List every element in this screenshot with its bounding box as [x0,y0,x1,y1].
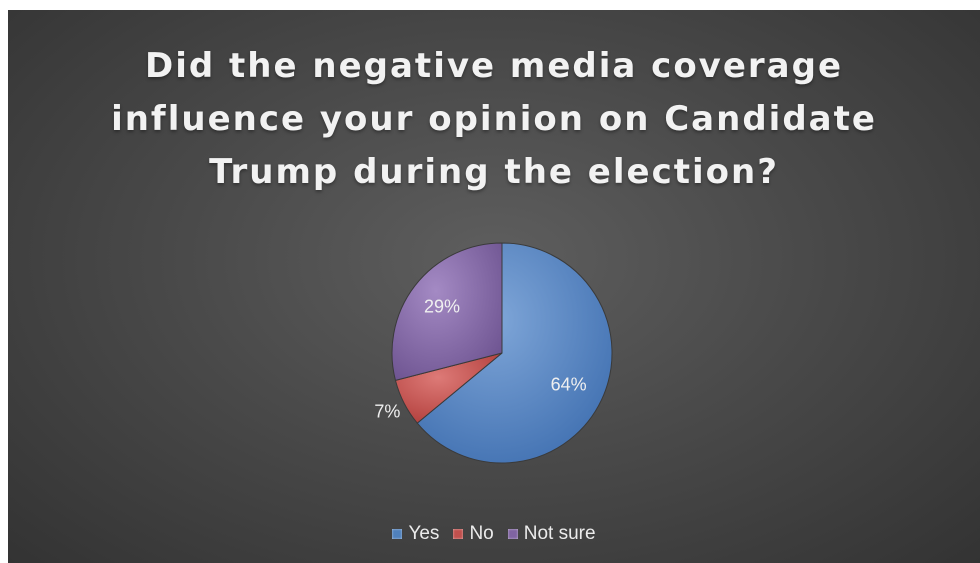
data-label-not-sure: 29% [424,296,460,316]
legend-item-yes[interactable]: Yes [392,523,439,545]
legend-item-not-sure[interactable]: Not sure [507,523,596,545]
legend-label-not-sure: Not sure [523,523,596,544]
legend-swatch-yes [392,529,403,539]
pie-chart: 64% 7% 29% [374,242,613,464]
legend-item-no[interactable]: No [453,523,494,545]
legend-swatch-not-sure [507,529,518,539]
data-label-no: 7% [374,401,400,421]
legend-label-yes: Yes [408,523,440,544]
legend-swatch-no [453,529,464,539]
chart-panel: Did the negative media coverage influenc… [8,10,980,563]
chart-title: Did the negative media coverage influenc… [111,46,877,192]
legend: Yes No Not sure [8,523,980,545]
pie-slice-yes [416,242,613,464]
pie-slice-not-sure [391,242,503,381]
legend-label-no: No [469,523,494,544]
data-label-yes: 64% [551,374,587,394]
